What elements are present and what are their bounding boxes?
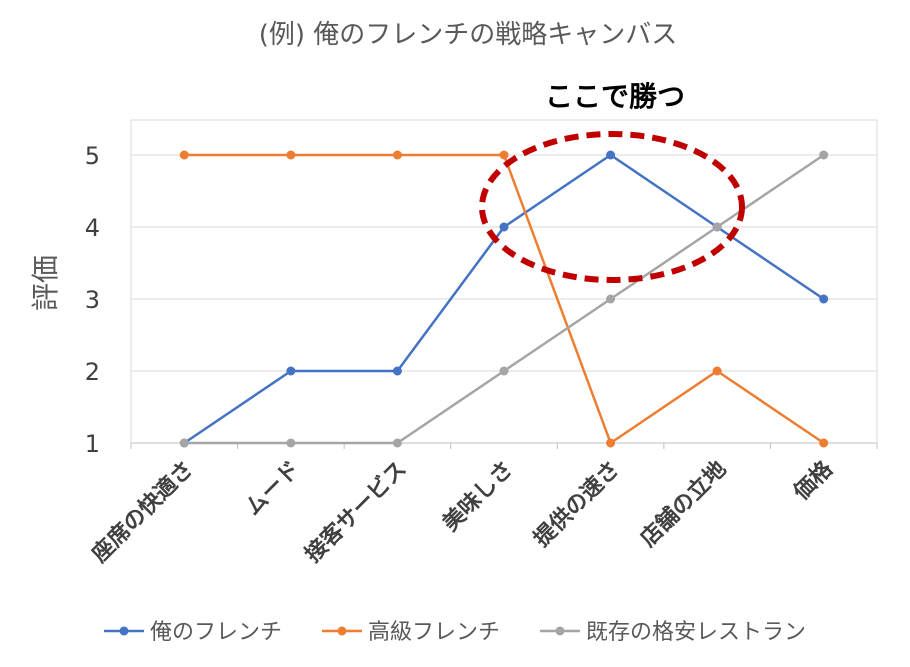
- plot-area-border: [130, 119, 878, 444]
- x-tick-label: 接客サービス: [300, 456, 412, 568]
- x-tick-label: 店舗の立地: [635, 456, 731, 552]
- data-point: [819, 150, 829, 160]
- highlight-ellipse: [479, 131, 745, 283]
- legend-item: 既存の格安レストラン: [540, 620, 806, 645]
- y-tick-label: 2: [85, 358, 100, 386]
- data-point: [286, 150, 296, 160]
- x-tick-label: 座席の快適さ: [87, 456, 199, 568]
- data-point: [286, 366, 296, 376]
- x-tick-label: 価格: [788, 455, 839, 506]
- legend-marker: [119, 626, 129, 636]
- legend: 俺のフレンチ 高級フレンチ 既存の格安レストラン: [104, 620, 806, 645]
- legend-marker: [337, 626, 347, 636]
- y-axis-label: 評価: [29, 255, 62, 311]
- x-tick-label: 美味しさ: [438, 456, 519, 537]
- x-tick-label: ムード: [241, 457, 305, 521]
- data-point: [606, 438, 616, 448]
- y-tick-label: 4: [85, 214, 100, 242]
- data-points: [179, 150, 829, 448]
- y-tick-labels: 1 2 3 4 5: [85, 142, 100, 458]
- data-point: [392, 366, 402, 376]
- legend-label: 俺のフレンチ: [150, 620, 282, 645]
- legend-label: 既存の格安レストラン: [586, 620, 806, 645]
- legend-item: 俺のフレンチ: [104, 620, 282, 645]
- grid: [130, 119, 878, 449]
- legend-marker: [555, 626, 565, 636]
- data-point: [286, 438, 296, 448]
- data-point: [499, 150, 509, 160]
- data-point: [712, 366, 722, 376]
- x-tick-label: 提供の速さ: [529, 456, 625, 552]
- data-point: [819, 438, 829, 448]
- y-tick-label: 5: [85, 142, 100, 170]
- chart-title: (例) 俺のフレンチの戦略キャンバス: [259, 20, 678, 50]
- y-tick-label: 3: [85, 286, 100, 314]
- data-point: [819, 294, 829, 304]
- legend-item: 高級フレンチ: [322, 620, 500, 645]
- annotation-label: ここで勝つ: [545, 80, 685, 113]
- data-point: [499, 366, 509, 376]
- data-point: [499, 222, 509, 232]
- y-tick-label: 1: [85, 430, 100, 458]
- data-point: [179, 438, 189, 448]
- data-point: [606, 294, 616, 304]
- data-point: [606, 150, 616, 160]
- legend-label: 高級フレンチ: [368, 620, 500, 645]
- data-point: [179, 150, 189, 160]
- data-point: [712, 222, 722, 232]
- data-point: [392, 150, 402, 160]
- data-point: [392, 438, 402, 448]
